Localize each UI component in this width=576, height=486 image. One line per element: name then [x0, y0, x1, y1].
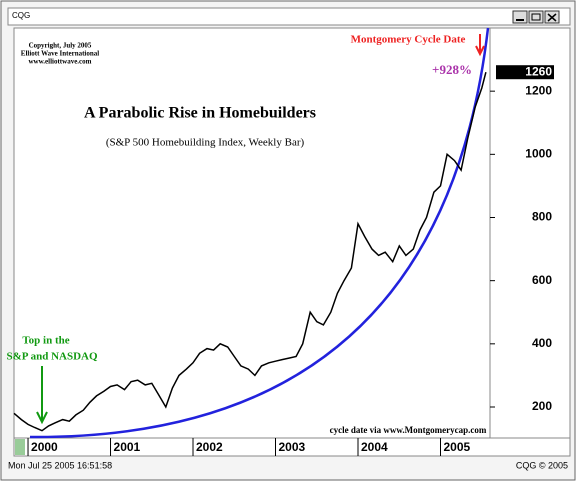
y-tick-label: 1200 [525, 83, 552, 97]
copyright: Copyright, July 2005 [29, 42, 92, 50]
maximize-button[interactable] [528, 10, 544, 24]
scroll-thumb[interactable] [15, 439, 25, 455]
last-price-box [496, 65, 554, 80]
annotation-arrow [36, 366, 48, 425]
plot-area [13, 27, 491, 439]
last-price-label: 1260 [525, 64, 552, 78]
x-tick-label: 2005 [444, 440, 471, 454]
maximize-icon [531, 13, 541, 21]
annotation-arrow [475, 34, 485, 57]
y-tick-label: 200 [532, 399, 552, 413]
parabolic-curve [29, 27, 490, 439]
annotation: Montgomery Cycle Date [351, 34, 466, 46]
price-line [13, 72, 487, 432]
copyright: www.elliottwave.com [29, 58, 92, 66]
annotation: S&P and NASDAQ [6, 351, 98, 363]
status-right: CQG © 2005 [516, 460, 568, 470]
status-left: Mon Jul 25 2005 16:51:58 [8, 460, 112, 470]
x-tick-label: 2000 [31, 440, 58, 454]
y-tick-label: 400 [532, 336, 552, 350]
annotation: cycle date via www.Montgomerycap.com [330, 425, 487, 435]
window-buttons[interactable] [512, 10, 560, 24]
x-tick-label: 2003 [279, 440, 306, 454]
annotation: +928% [432, 62, 472, 77]
x-tick-label: 2002 [196, 440, 223, 454]
chart-subtitle: (S&P 500 Homebuilding Index, Weekly Bar) [106, 137, 305, 149]
window-title: CQG [12, 11, 30, 20]
annotation: Top in the [22, 335, 69, 347]
x-tick-label: 2004 [361, 440, 388, 454]
axis-panel [489, 27, 571, 439]
chart-title: A Parabolic Rise in Homebuilders [84, 105, 316, 122]
y-tick-label: 600 [532, 273, 552, 287]
y-tick-label: 1000 [525, 147, 552, 161]
copyright: Elliott Wave International [21, 50, 99, 58]
close-icon [547, 13, 557, 22]
y-tick-label: 800 [532, 210, 552, 224]
x-axis-bar [13, 437, 571, 457]
minimize-button[interactable] [512, 10, 528, 24]
x-tick-label: 2001 [114, 440, 141, 454]
title-bar [7, 7, 571, 26]
